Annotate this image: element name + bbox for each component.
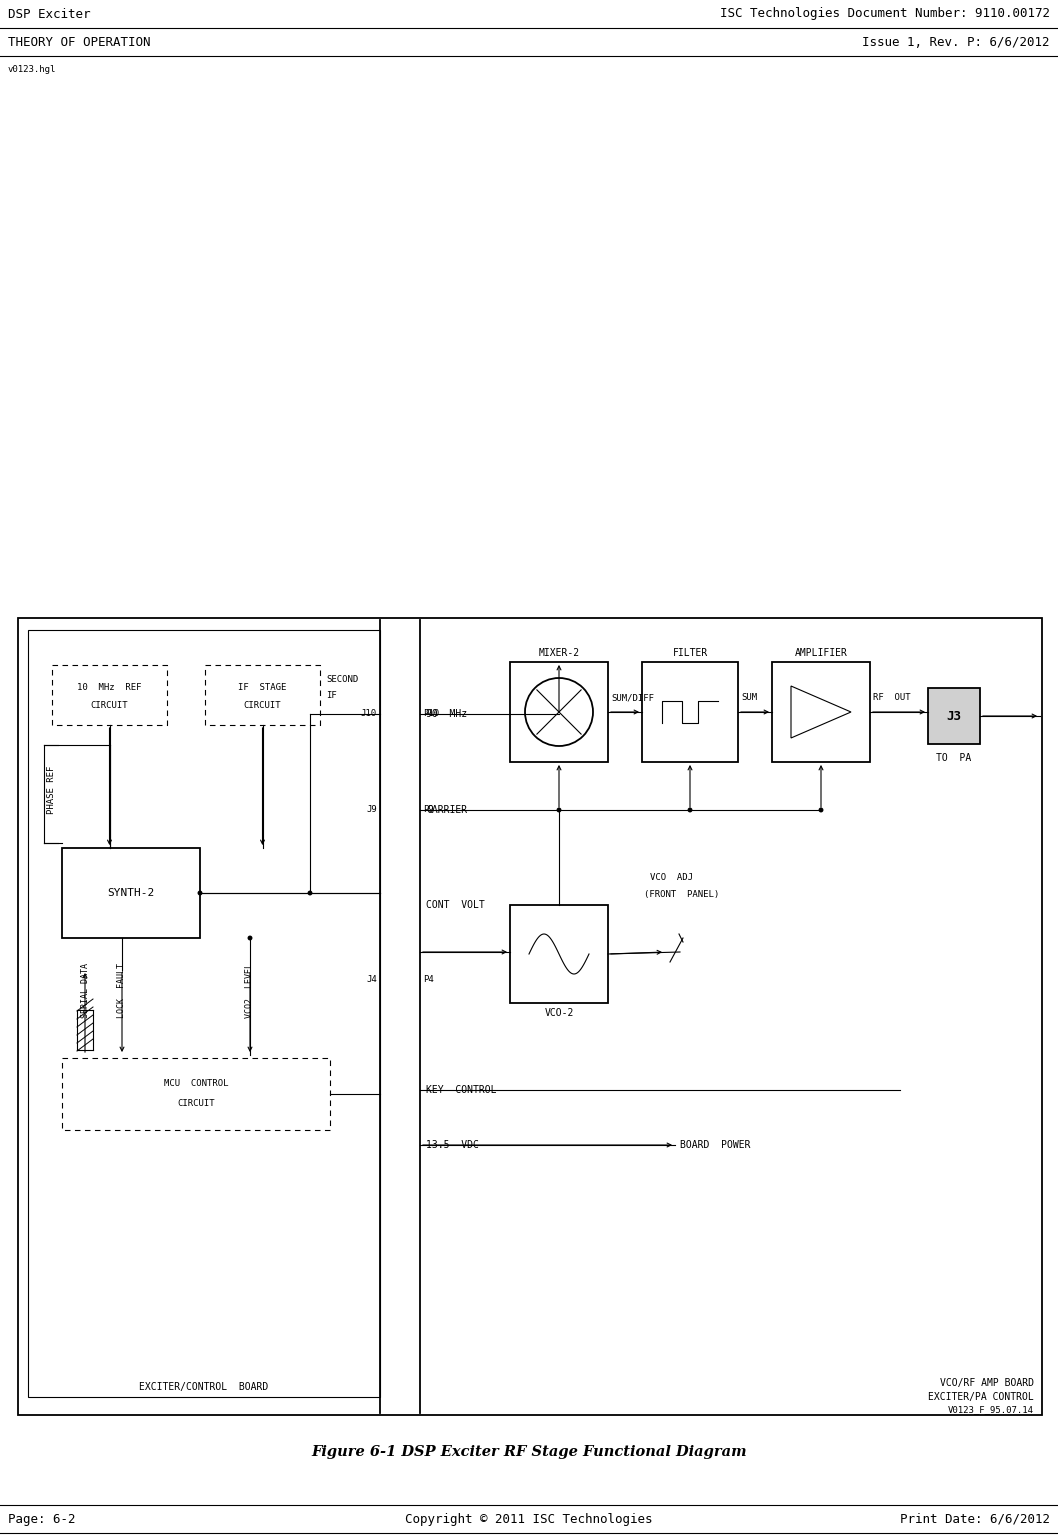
Text: SUM/DIFF: SUM/DIFF bbox=[612, 693, 654, 702]
Text: Print Date: 6/6/2012: Print Date: 6/6/2012 bbox=[900, 1512, 1050, 1526]
Text: Copyright © 2011 ISC Technologies: Copyright © 2011 ISC Technologies bbox=[405, 1512, 653, 1526]
Text: THEORY OF OPERATION: THEORY OF OPERATION bbox=[8, 35, 150, 49]
Text: CONT  VOLT: CONT VOLT bbox=[426, 901, 485, 910]
Bar bbox=[642, 662, 738, 762]
Text: Page: 6-2: Page: 6-2 bbox=[8, 1512, 75, 1526]
Circle shape bbox=[249, 936, 252, 939]
Text: ISC Technologies Document Number: 9110.00172: ISC Technologies Document Number: 9110.0… bbox=[720, 8, 1050, 20]
Text: VCO2  LEVEL: VCO2 LEVEL bbox=[245, 962, 255, 1017]
Bar bbox=[18, 618, 1042, 1416]
Text: DSP Exciter: DSP Exciter bbox=[8, 8, 91, 20]
Text: J3: J3 bbox=[947, 710, 962, 722]
Bar bbox=[205, 666, 320, 725]
Bar bbox=[510, 662, 608, 762]
Text: Figure 6-1 DSP Exciter RF Stage Functional Diagram: Figure 6-1 DSP Exciter RF Stage Function… bbox=[311, 1445, 747, 1459]
Text: J10: J10 bbox=[361, 710, 377, 718]
Bar bbox=[772, 662, 870, 762]
Text: MIXER-2: MIXER-2 bbox=[539, 649, 580, 658]
Text: EXCITER/PA CONTROL: EXCITER/PA CONTROL bbox=[928, 1393, 1034, 1402]
Text: J4: J4 bbox=[366, 976, 377, 985]
Text: TO  PA: TO PA bbox=[936, 753, 971, 762]
Text: IF: IF bbox=[326, 690, 336, 699]
Text: CARRIER: CARRIER bbox=[426, 805, 468, 815]
Text: 90  MHz: 90 MHz bbox=[426, 709, 468, 719]
Text: LOCK  FAULT: LOCK FAULT bbox=[117, 962, 127, 1017]
Text: P9: P9 bbox=[423, 805, 434, 815]
Text: CIRCUIT: CIRCUIT bbox=[243, 701, 281, 710]
Bar bbox=[62, 848, 200, 938]
Text: AMPLIFIER: AMPLIFIER bbox=[795, 649, 847, 658]
Text: Issue 1, Rev. P: 6/6/2012: Issue 1, Rev. P: 6/6/2012 bbox=[862, 35, 1050, 49]
Text: SUM: SUM bbox=[741, 693, 758, 702]
Text: EXCITER/CONTROL  BOARD: EXCITER/CONTROL BOARD bbox=[140, 1382, 269, 1393]
Text: KEY  CONTROL: KEY CONTROL bbox=[426, 1085, 496, 1094]
Bar bbox=[28, 630, 380, 1397]
Text: MCU  CONTROL: MCU CONTROL bbox=[164, 1079, 229, 1088]
Text: (FRONT  PANEL): (FRONT PANEL) bbox=[644, 890, 719, 899]
Text: P4: P4 bbox=[423, 976, 434, 985]
Bar bbox=[62, 1057, 330, 1130]
Circle shape bbox=[558, 808, 561, 812]
Text: CIRCUIT: CIRCUIT bbox=[177, 1099, 215, 1108]
Text: 10  MHz  REF: 10 MHz REF bbox=[77, 682, 142, 692]
Text: BOARD  POWER: BOARD POWER bbox=[680, 1140, 750, 1150]
Text: VCO/RF AMP BOARD: VCO/RF AMP BOARD bbox=[940, 1379, 1034, 1388]
Circle shape bbox=[198, 891, 202, 895]
Text: PHASE REF: PHASE REF bbox=[48, 765, 56, 815]
Text: IF  STAGE: IF STAGE bbox=[238, 682, 287, 692]
Text: VCO  ADJ: VCO ADJ bbox=[650, 873, 693, 882]
Text: 13.5  VDC: 13.5 VDC bbox=[426, 1140, 479, 1150]
Text: FILTER: FILTER bbox=[673, 649, 708, 658]
Bar bbox=[928, 689, 980, 744]
Text: v0123.hgl: v0123.hgl bbox=[8, 66, 56, 74]
Text: SECOND: SECOND bbox=[326, 675, 359, 684]
Text: J9: J9 bbox=[366, 805, 377, 815]
Text: SERIAL DATA: SERIAL DATA bbox=[80, 962, 90, 1017]
Circle shape bbox=[819, 808, 823, 812]
Bar bbox=[52, 666, 167, 725]
Text: RF  OUT: RF OUT bbox=[873, 693, 911, 702]
Circle shape bbox=[308, 891, 312, 895]
Text: V0123_F_95.07.14: V0123_F_95.07.14 bbox=[948, 1405, 1034, 1414]
Text: SYNTH-2: SYNTH-2 bbox=[107, 888, 154, 898]
Circle shape bbox=[689, 808, 692, 812]
Text: VCO-2: VCO-2 bbox=[544, 1008, 573, 1017]
Text: P10: P10 bbox=[423, 710, 439, 718]
Text: CIRCUIT: CIRCUIT bbox=[91, 701, 128, 710]
Bar bbox=[510, 905, 608, 1004]
